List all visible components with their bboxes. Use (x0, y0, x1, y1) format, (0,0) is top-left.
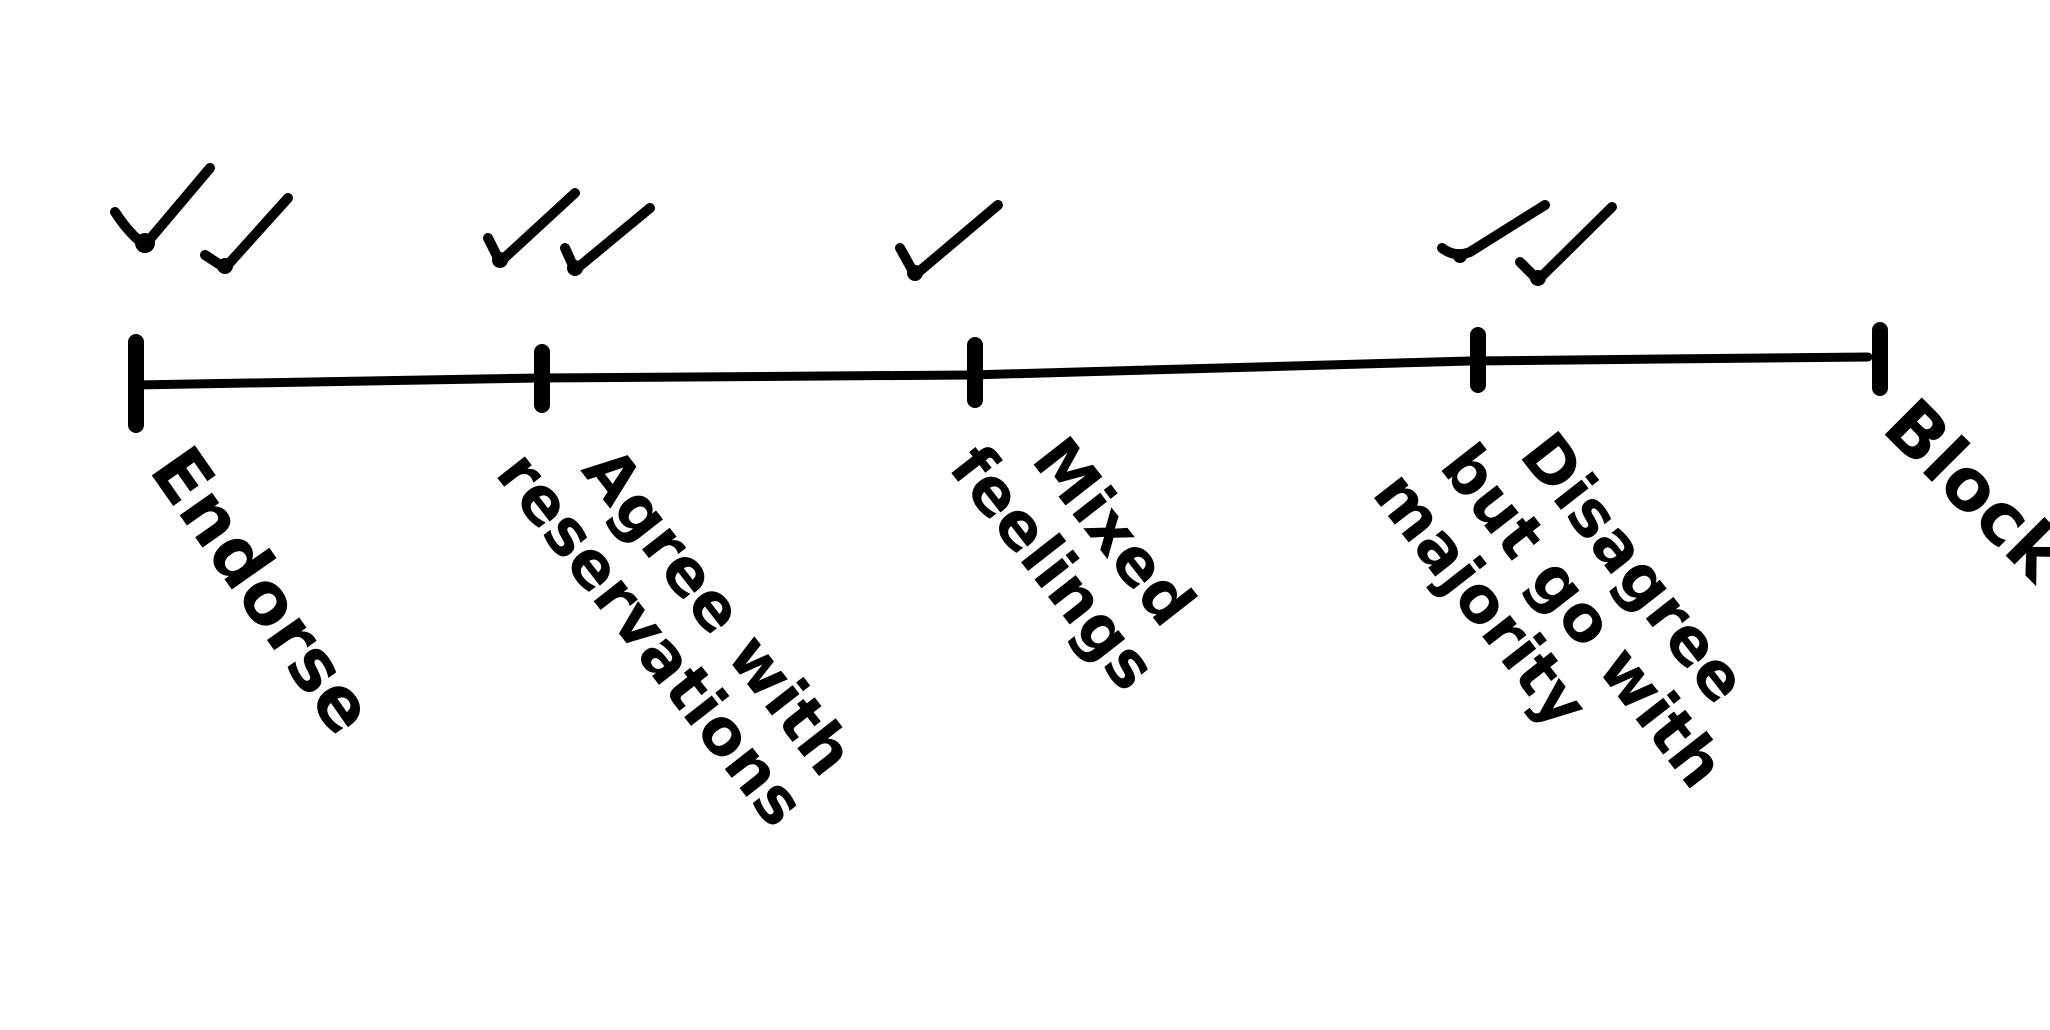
scale-point-mixed-feelings: Mixed feelings (895, 200, 1226, 705)
scale-point-endorse: Endorse (110, 163, 391, 749)
scale-point-block: Block (1868, 322, 2050, 599)
vote-check (1437, 200, 1550, 263)
vote-check (110, 163, 215, 253)
scale-point-agree-with-reservations: Agree with reservations (481, 188, 881, 850)
vote-check (200, 193, 293, 274)
scale-line (130, 352, 1873, 390)
scale-label-block: Block (1868, 383, 2050, 599)
vote-check (560, 203, 655, 276)
vote-check (1515, 202, 1617, 286)
scale-label-endorse: Endorse (134, 432, 391, 749)
scale-point-disagree-but-go-with-majority: Disagree but go with majority (1358, 200, 1807, 863)
scale-label-mixed-feelings: Mixed feelings (935, 389, 1226, 705)
scale-label-agree-with-reservations: Agree with reservations (481, 395, 881, 850)
vote-check (483, 188, 580, 268)
vote-check (895, 200, 1003, 281)
scale-label-disagree-but-go-with-majority: Disagree but go with majority (1358, 372, 1807, 863)
